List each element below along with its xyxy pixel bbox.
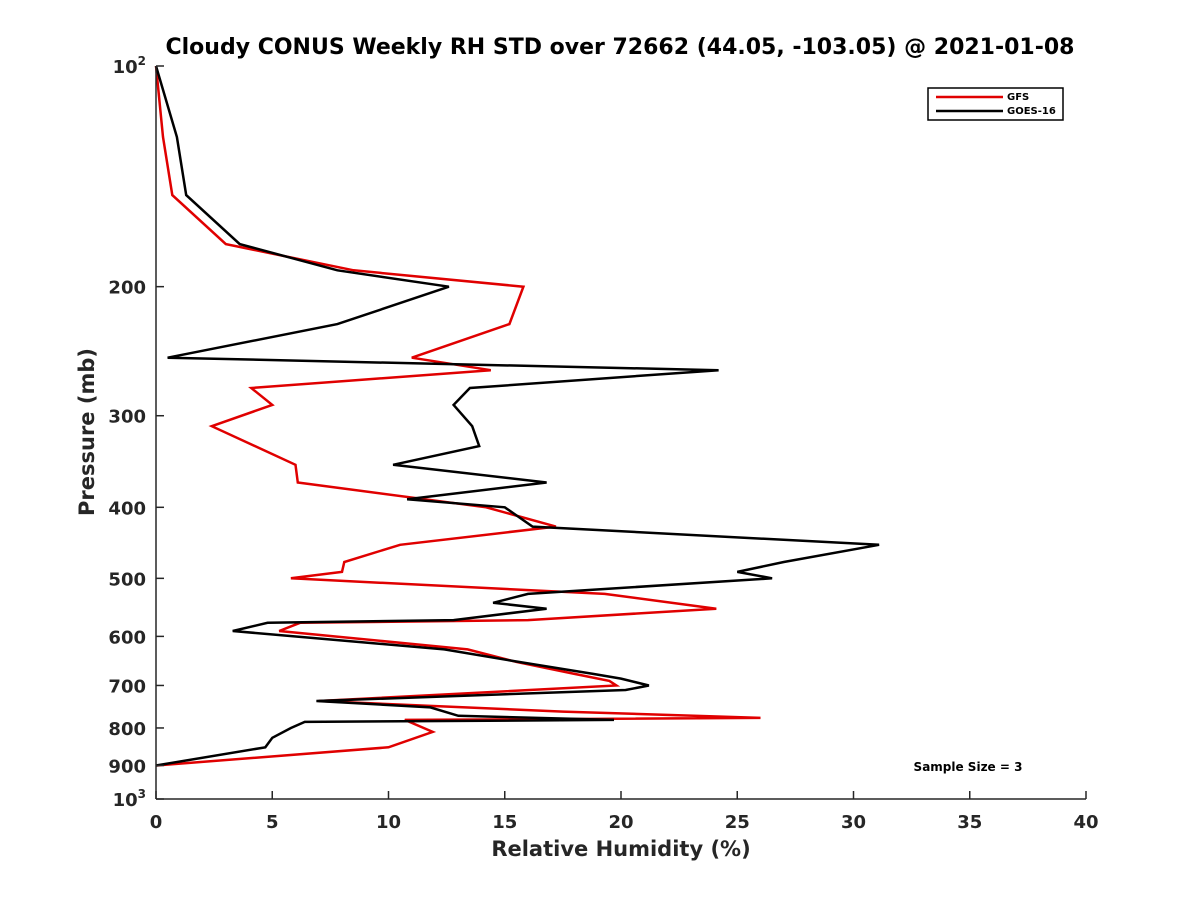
x-tick-label: 0 <box>150 812 163 833</box>
legend: GFS GOES-16 <box>927 87 1064 121</box>
x-tick-label: 35 <box>957 812 982 833</box>
chart-title: Cloudy CONUS Weekly RH STD over 72662 (4… <box>166 35 1075 60</box>
x-tick-label: 5 <box>266 812 279 833</box>
y-tick-label: 102 <box>113 54 146 78</box>
sample-size-annotation: Sample Size = 3 <box>914 760 1023 774</box>
y-tick-label: 200 <box>108 278 146 299</box>
x-tick-label: 20 <box>608 812 633 833</box>
y-ticks: 102 200 300 400 500 600 700 800 900 103 <box>108 54 164 811</box>
y-tick-label: 400 <box>108 498 146 519</box>
x-axis-label: Relative Humidity (%) <box>491 837 750 861</box>
y-tick-label: 300 <box>108 407 146 428</box>
series-line-goes-16 <box>154 65 880 767</box>
y-tick-label: 900 <box>108 756 146 777</box>
y-tick-label: 600 <box>108 627 146 648</box>
plot-background <box>156 66 1086 799</box>
y-tick-label: 800 <box>108 719 146 740</box>
plot-area <box>156 66 1086 799</box>
x-tick-label: 15 <box>492 812 517 833</box>
legend-box <box>927 87 1064 121</box>
series-layer <box>154 65 880 767</box>
legend-label-goes: GOES-16 <box>1007 106 1056 117</box>
legend-label-gfs: GFS <box>1007 92 1029 103</box>
y-axis-label: Pressure (mb) <box>75 348 99 516</box>
x-tick-label: 40 <box>1073 812 1098 833</box>
y-tick-label: 103 <box>113 787 146 811</box>
x-tick-label: 25 <box>725 812 750 833</box>
x-tick-label: 30 <box>841 812 866 833</box>
x-ticks: 0 5 10 15 20 25 30 35 40 <box>150 791 1099 833</box>
y-tick-label: 500 <box>108 569 146 590</box>
y-tick-label: 700 <box>108 676 146 697</box>
x-tick-label: 10 <box>376 812 401 833</box>
